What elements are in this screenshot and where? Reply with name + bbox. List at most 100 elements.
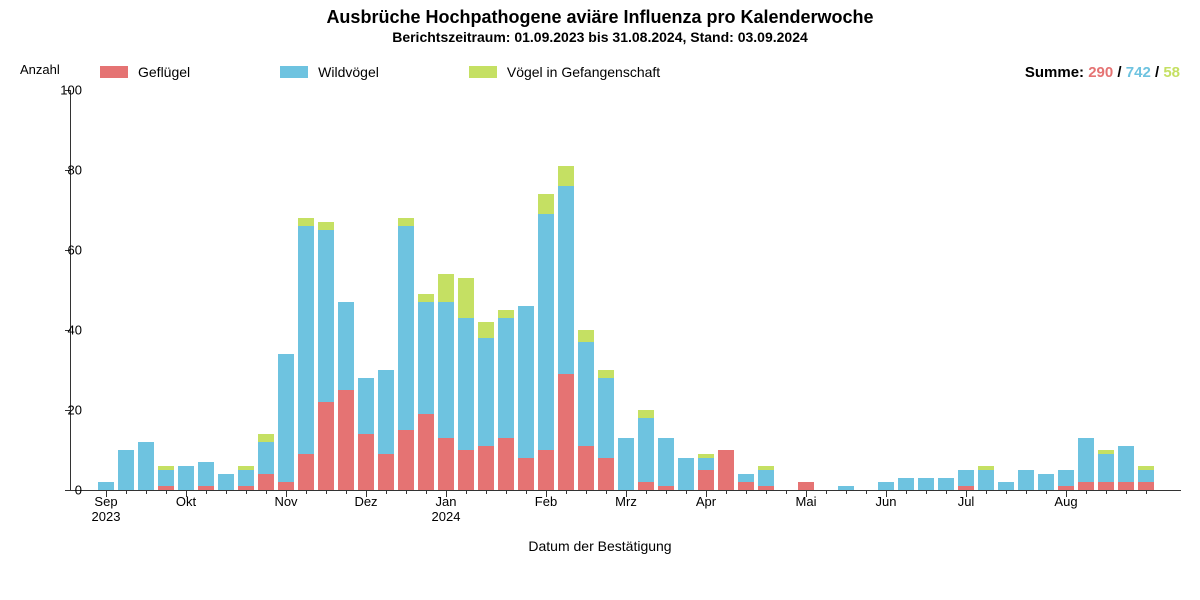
x-tick-minor [766,490,767,494]
bar-segment-wildvoegel [378,370,394,454]
bar-column [358,378,374,490]
bar-segment-wildvoegel [278,354,294,482]
bar-segment-gefluegel [598,458,614,490]
bar-column [398,218,414,490]
bar-segment-gefluegel [578,446,594,490]
bar-segment-gefluegel [318,402,334,490]
x-tick-minor [346,490,347,494]
bar-segment-gefluegel [478,446,494,490]
x-tick-minor [486,490,487,494]
bar-segment-wildvoegel [958,470,974,486]
y-tick-label: 0 [42,483,82,498]
x-tick-minor [586,490,587,494]
y-tick-label: 80 [42,163,82,178]
bar-column [1118,446,1134,490]
bar-segment-gefluegel [718,450,734,490]
bar-segment-gefluegel [298,454,314,490]
bar-column [918,478,934,490]
bar-segment-wildvoegel [998,482,1014,490]
x-tick-minor [906,490,907,494]
bar-segment-gefluegel [538,450,554,490]
bar-segment-gefluegel [498,438,514,490]
bar-segment-wildvoegel [138,442,154,490]
bar-segment-gefangen [498,310,514,318]
bar-segment-gefluegel [418,414,434,490]
chart-title: Ausbrüche Hochpathogene aviäre Influenza… [0,6,1200,28]
bar-segment-wildvoegel [1038,474,1054,490]
bar-segment-wildvoegel [238,470,254,486]
x-tick-label: Jul [958,494,975,509]
y-tick-label: 60 [42,243,82,258]
bar-column [638,410,654,490]
chart-container: Ausbrüche Hochpathogene aviäre Influenza… [0,0,1200,600]
bar-column [1078,438,1094,490]
x-tick-minor [946,490,947,494]
bar-column [1098,450,1114,490]
x-tick-minor [206,490,207,494]
bar-segment-wildvoegel [258,442,274,474]
bar-column [938,478,954,490]
x-tick-minor [266,490,267,494]
x-tick-minor [1126,490,1127,494]
bar-segment-wildvoegel [898,478,914,490]
legend-item-gefangen: Vögel in Gefangenschaft [469,64,660,80]
legend-swatch-wildvoegel [280,66,308,78]
bar-column [958,470,974,490]
legend-label: Geflügel [138,64,190,80]
x-tick-label: Apr [696,494,716,509]
legend-sum: Summe: 290 / 742 / 58 [1025,64,1180,81]
x-tick-label: Dez [354,494,377,509]
bar-segment-wildvoegel [298,226,314,454]
bar-column [898,478,914,490]
bar-column [538,194,554,490]
bar-segment-wildvoegel [538,214,554,450]
bar-segment-gefluegel [1098,482,1114,490]
x-tick-label: Mrz [615,494,637,509]
bar-column [598,370,614,490]
bar-segment-gefluegel [258,474,274,490]
x-axis-label: Datum der Bestätigung [0,538,1200,554]
bar-column [338,302,354,490]
bar-segment-wildvoegel [358,378,374,434]
bar-column [1058,470,1074,490]
x-tick-minor [1106,490,1107,494]
legend-swatch-gefluegel [100,66,128,78]
bar-segment-wildvoegel [158,470,174,486]
bar-column [418,294,434,490]
x-tick-minor [686,490,687,494]
bar-column [978,466,994,490]
bar-segment-wildvoegel [638,418,654,482]
bar-column [318,222,334,490]
bar-segment-gefangen [478,322,494,338]
x-tick-minor [866,490,867,494]
bar-segment-wildvoegel [598,378,614,458]
bar-column [458,278,474,490]
bar-column [478,322,494,490]
bar-segment-gefluegel [438,438,454,490]
bar-segment-wildvoegel [318,230,334,402]
bar-segment-wildvoegel [1138,470,1154,482]
sum-label: Summe: [1025,64,1084,81]
bar-segment-wildvoegel [918,478,934,490]
bar-column [158,466,174,490]
bar-segment-wildvoegel [878,482,894,490]
bar-column [238,466,254,490]
bar-segment-gefangen [298,218,314,226]
x-tick-label: Mai [796,494,817,509]
bar-segment-gefangen [438,274,454,302]
bar-segment-gefangen [538,194,554,214]
bar-column [178,466,194,490]
chart-legend: Geflügel Wildvögel Vögel in Gefangenscha… [100,62,1180,82]
x-tick-minor [506,490,507,494]
bar-column [1138,466,1154,490]
legend-label: Vögel in Gefangenschaft [507,64,660,80]
bar-segment-gefluegel [798,482,814,490]
bar-segment-gefangen [578,330,594,342]
bar-segment-gefluegel [738,482,754,490]
bar-column [138,442,154,490]
bar-segment-wildvoegel [498,318,514,438]
bar-segment-gefangen [258,434,274,442]
bar-segment-gefluegel [278,482,294,490]
bar-segment-gefluegel [458,450,474,490]
bar-column [558,166,574,490]
